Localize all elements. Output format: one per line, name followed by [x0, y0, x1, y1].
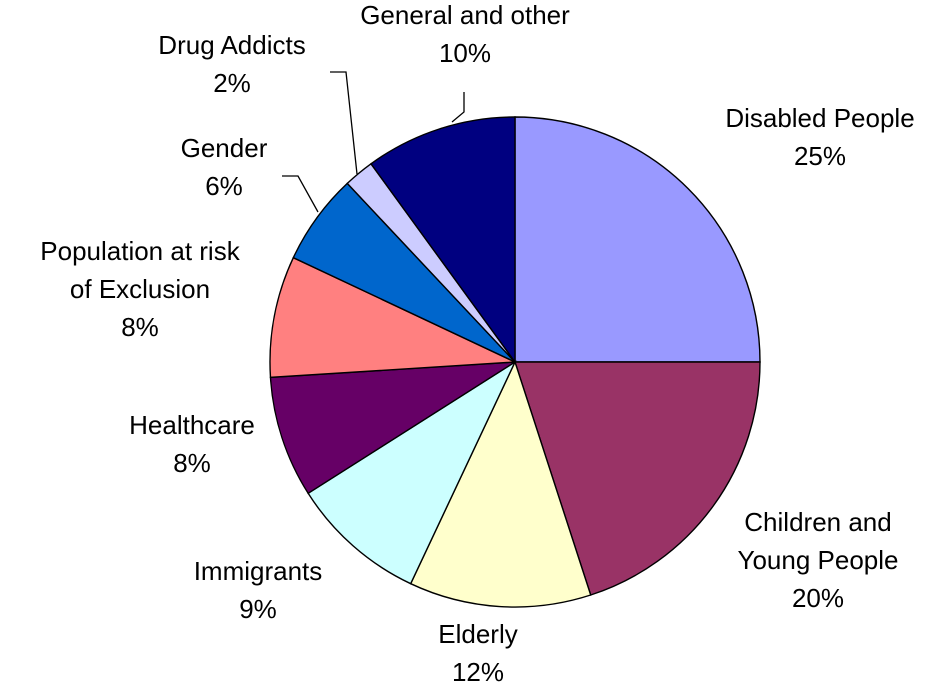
- slice-label-gender: Gender 6%: [181, 133, 268, 201]
- pie-slices: [269, 116, 761, 608]
- leader-line-drug-addicts: [330, 71, 358, 175]
- slice-value-label: 8%: [173, 448, 211, 478]
- slice-value-label: 20%: [792, 583, 844, 613]
- slice-label-disabled-people: Disabled People 25%: [725, 103, 914, 171]
- pie-slice-elderly: [409, 360, 592, 608]
- pie-slice-healthcare: [269, 361, 516, 495]
- slice-labels: Disabled People 25% Children and Young Peop…: [40, 0, 914, 687]
- leader-line-general-and-other: [451, 92, 465, 123]
- slice-value-label: 25%: [794, 141, 846, 171]
- slice-label-healthcare: Healthcare 8%: [129, 410, 255, 478]
- slice-category-label: Elderly: [438, 619, 517, 649]
- slice-label-elderly: Elderly 12%: [438, 619, 517, 687]
- slice-category-label: Immigrants: [194, 556, 323, 586]
- pie-slice-children-and-young-people: [514, 361, 761, 596]
- pie-slice-population-at-risk-of-exclusion: [269, 256, 516, 379]
- pie-slice-general-and-other: [370, 116, 516, 365]
- slice-value-label: 2%: [213, 68, 251, 98]
- slice-label-immigrants: Immigrants 9%: [194, 556, 323, 624]
- leader-lines: [282, 71, 465, 213]
- slice-category-label: of Exclusion: [70, 274, 210, 304]
- slice-category-label: Healthcare: [129, 410, 255, 440]
- slice-value-label: 10%: [439, 38, 491, 68]
- slice-category-label: Gender: [181, 133, 268, 163]
- slice-label-general-and-other: General and other 10%: [360, 0, 570, 68]
- slice-category-label: Drug Addicts: [158, 30, 305, 60]
- leader-line-gender: [282, 175, 319, 213]
- pie-slice-disabled-people: [514, 116, 761, 363]
- slice-label-children-and-young-people: Children and Young People 20%: [738, 507, 899, 613]
- slice-value-label: 12%: [452, 657, 504, 687]
- slice-category-label: General and other: [360, 0, 570, 30]
- slice-category-label: Children and: [744, 507, 891, 537]
- slice-label-population-at-risk-of-exclusion: Population at risk of Exclusion 8%: [40, 236, 240, 342]
- slice-category-label: Population at risk: [40, 236, 240, 266]
- slice-label-drug-addicts: Drug Addicts 2%: [158, 30, 305, 98]
- slice-value-label: 9%: [239, 594, 277, 624]
- pie-slice-immigrants: [307, 360, 517, 585]
- slice-category-label: Disabled People: [725, 103, 914, 133]
- slice-value-label: 6%: [205, 171, 243, 201]
- slice-category-label: Young People: [738, 545, 899, 575]
- slice-value-label: 8%: [121, 312, 159, 342]
